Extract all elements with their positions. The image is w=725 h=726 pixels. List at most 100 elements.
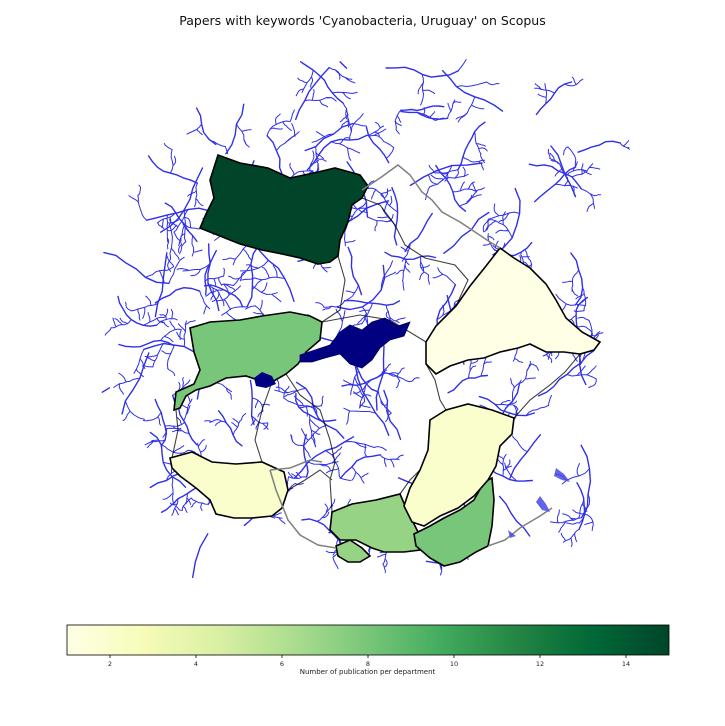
river-line bbox=[200, 502, 203, 511]
river-line bbox=[404, 212, 433, 253]
river-line bbox=[186, 497, 192, 505]
river-line bbox=[215, 420, 222, 426]
river-line bbox=[118, 339, 175, 348]
river-line bbox=[572, 354, 578, 362]
river-line bbox=[400, 105, 445, 112]
river-line bbox=[239, 259, 269, 272]
river-line bbox=[128, 195, 139, 203]
river-line bbox=[447, 374, 489, 394]
river-line bbox=[252, 279, 263, 290]
river-line bbox=[447, 102, 452, 112]
river-line bbox=[294, 482, 304, 485]
river-line bbox=[242, 248, 252, 260]
river-line bbox=[353, 389, 361, 394]
river-line bbox=[389, 195, 393, 207]
department-artigas bbox=[198, 153, 369, 265]
river-line bbox=[588, 167, 601, 170]
river-line bbox=[300, 61, 344, 104]
river-line bbox=[191, 235, 195, 257]
river-line bbox=[368, 125, 384, 137]
river-line bbox=[137, 194, 148, 221]
river-line bbox=[361, 302, 373, 325]
river-line bbox=[571, 163, 594, 178]
river-line bbox=[147, 312, 151, 323]
river-line bbox=[570, 537, 573, 547]
river-line bbox=[166, 214, 169, 243]
river-line bbox=[194, 182, 198, 208]
river-line bbox=[309, 418, 320, 429]
river-line bbox=[261, 403, 270, 406]
river-line bbox=[222, 267, 225, 277]
river-line bbox=[283, 397, 315, 409]
river-line bbox=[348, 118, 352, 133]
river-line bbox=[475, 142, 486, 147]
river-line bbox=[373, 446, 387, 451]
river-line bbox=[205, 289, 224, 297]
river-line bbox=[147, 155, 199, 184]
river-line bbox=[339, 114, 349, 123]
river-line bbox=[112, 317, 118, 327]
river-line bbox=[462, 166, 466, 177]
river-line bbox=[171, 476, 175, 506]
river-line bbox=[391, 187, 399, 246]
river-line bbox=[348, 113, 364, 141]
river-line bbox=[374, 220, 378, 232]
river-line bbox=[260, 282, 268, 293]
river-line bbox=[498, 212, 510, 222]
river-line bbox=[160, 486, 198, 513]
river-line bbox=[304, 122, 354, 152]
river-line bbox=[302, 445, 311, 458]
river-line bbox=[375, 345, 385, 411]
river-line bbox=[118, 372, 127, 383]
department-soriano bbox=[169, 451, 289, 519]
river-line bbox=[233, 263, 252, 286]
river-line bbox=[203, 305, 208, 315]
river-line bbox=[330, 141, 361, 154]
river-line bbox=[157, 222, 165, 230]
river-line bbox=[443, 211, 490, 254]
river-line bbox=[331, 446, 343, 456]
river-line bbox=[550, 159, 561, 165]
river-line bbox=[310, 76, 313, 88]
river-line bbox=[167, 345, 175, 370]
river-line bbox=[432, 273, 444, 279]
river-line bbox=[502, 211, 506, 226]
river-line bbox=[170, 308, 174, 320]
border-line bbox=[513, 353, 581, 419]
river-line bbox=[347, 147, 352, 161]
river-line bbox=[182, 505, 188, 513]
river-line bbox=[142, 306, 146, 319]
river-line bbox=[315, 302, 325, 308]
river-line bbox=[351, 471, 357, 481]
river-line bbox=[505, 459, 511, 468]
river-line bbox=[394, 120, 402, 126]
river-line bbox=[528, 163, 583, 190]
river-line bbox=[572, 509, 586, 515]
river-line bbox=[218, 277, 223, 286]
river-line bbox=[396, 114, 402, 123]
river-line bbox=[455, 112, 468, 120]
river-line bbox=[253, 312, 264, 315]
river-line bbox=[211, 291, 220, 303]
river-line bbox=[217, 410, 243, 447]
river-line bbox=[462, 156, 486, 163]
river-line bbox=[385, 311, 391, 319]
river-line bbox=[513, 404, 518, 416]
river-line bbox=[572, 161, 578, 172]
river-line bbox=[575, 293, 585, 300]
river-line bbox=[500, 400, 511, 405]
river-line bbox=[408, 377, 420, 383]
river-line bbox=[386, 213, 394, 223]
river-line bbox=[344, 239, 356, 243]
river-line bbox=[312, 433, 317, 448]
river-line bbox=[340, 120, 349, 129]
river-line bbox=[319, 99, 329, 108]
river-line bbox=[495, 229, 509, 234]
river-line bbox=[554, 168, 563, 177]
river-line bbox=[339, 61, 348, 69]
river-line bbox=[124, 301, 132, 312]
river-line bbox=[255, 421, 260, 430]
river-line bbox=[101, 387, 111, 393]
river-line bbox=[167, 219, 179, 224]
river-line bbox=[326, 97, 337, 102]
